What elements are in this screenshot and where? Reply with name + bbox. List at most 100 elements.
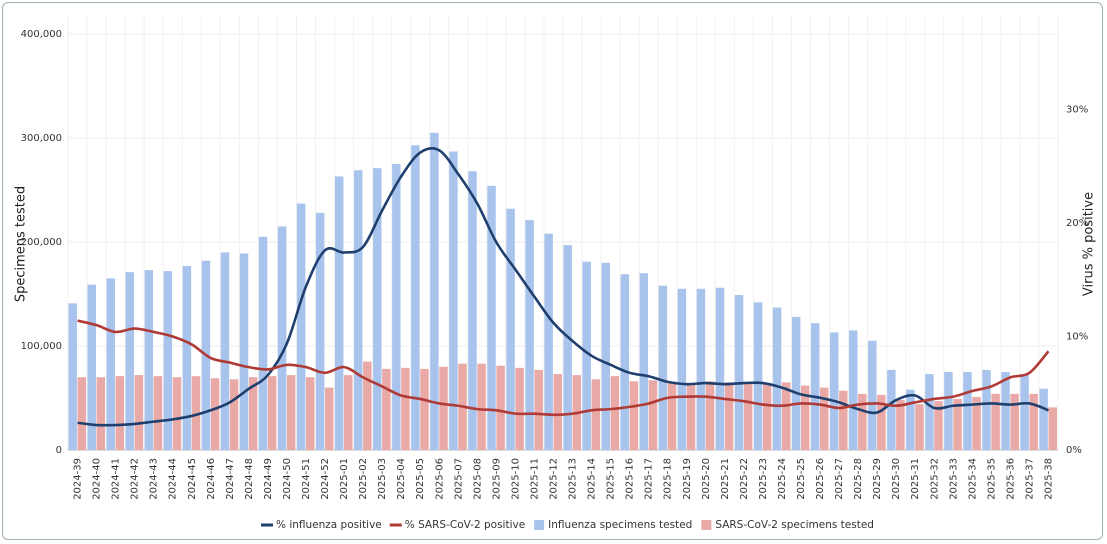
bar xyxy=(363,361,372,450)
bar xyxy=(144,270,154,450)
bar xyxy=(753,302,763,450)
bar xyxy=(963,372,972,450)
bar xyxy=(991,393,1000,450)
x-tick-label: 2025-33 xyxy=(948,458,959,500)
x-tick-label: 2025-02 xyxy=(358,458,369,500)
x-tick-label: 2025-34 xyxy=(967,458,978,500)
bar xyxy=(972,396,981,450)
x-tick-label: 2024-39 xyxy=(73,458,84,500)
bar xyxy=(401,367,410,450)
bar xyxy=(277,226,287,450)
bar xyxy=(534,369,543,450)
legend: % influenza positive % SARS-CoV-2 positiv… xyxy=(261,519,874,531)
bar xyxy=(639,273,649,450)
bar xyxy=(915,404,924,450)
x-tick-label: 2025-38 xyxy=(1043,458,1054,500)
bar xyxy=(344,375,353,450)
bar xyxy=(77,377,86,450)
x-tick-label: 2024-47 xyxy=(225,458,236,500)
bar xyxy=(791,316,801,450)
x-tick-label: 2025-19 xyxy=(682,458,693,500)
bar xyxy=(724,382,734,450)
x-tick-label: 2025-25 xyxy=(796,458,807,500)
y-tick-label: 300,000 xyxy=(21,133,62,144)
x-tick-label: 2024-41 xyxy=(111,458,122,500)
x-tick-label: 2025-37 xyxy=(1024,458,1035,500)
bar xyxy=(582,261,591,450)
bar xyxy=(1001,372,1010,450)
x-tick-label: 2025-26 xyxy=(815,458,826,500)
x-tick-label: 2024-42 xyxy=(130,458,141,500)
bar xyxy=(610,376,620,450)
x-tick-label: 2025-22 xyxy=(739,458,750,500)
bar xyxy=(506,208,515,450)
x-tick-label: 2025-32 xyxy=(929,458,940,500)
bar xyxy=(1020,374,1029,450)
x-tick-label: 2025-04 xyxy=(396,458,407,500)
x-tick-label: 2025-29 xyxy=(872,458,883,500)
bar xyxy=(734,295,744,450)
legend-label: Influenza specimens tested xyxy=(548,519,692,531)
bar xyxy=(544,233,553,450)
bar xyxy=(172,377,182,450)
y-tick-label: 400,000 xyxy=(21,29,62,40)
bar xyxy=(515,367,524,450)
x-tick-label: 2024-51 xyxy=(301,458,312,500)
bar xyxy=(411,145,420,450)
bar xyxy=(153,376,163,450)
bar xyxy=(267,376,277,450)
x-tick-label: 2025-31 xyxy=(910,458,921,500)
bar xyxy=(772,307,782,450)
bar xyxy=(134,375,144,450)
bar xyxy=(496,365,505,450)
bar xyxy=(715,287,725,450)
bar xyxy=(239,253,249,450)
x-tick-label: 2025-27 xyxy=(834,458,845,500)
bar xyxy=(191,376,201,450)
x-tick-label: 2025-09 xyxy=(491,458,502,500)
x-tick-label: 2025-35 xyxy=(986,458,997,500)
y2-tick-label: 20% xyxy=(1066,218,1088,229)
x-tick-label: 2024-45 xyxy=(187,458,198,500)
y-tick-label: 200,000 xyxy=(21,237,62,248)
bar xyxy=(477,363,486,450)
bar xyxy=(696,288,706,450)
bar xyxy=(163,271,173,450)
x-tick-label: 2025-24 xyxy=(777,458,788,500)
x-tick-label: 2025-30 xyxy=(891,458,902,500)
bar xyxy=(982,369,991,450)
x-tick-label: 2024-49 xyxy=(263,458,274,500)
bar xyxy=(420,368,429,450)
bar xyxy=(115,376,125,450)
x-tick-label: 2025-12 xyxy=(548,458,559,500)
bar xyxy=(382,368,391,450)
legend-swatch xyxy=(701,520,712,530)
x-tick-label: 2025-20 xyxy=(701,458,712,500)
legend-label: % SARS-CoV-2 positive xyxy=(405,519,525,531)
y2-tick-label: 0% xyxy=(1066,445,1082,456)
bar xyxy=(849,330,858,450)
bar xyxy=(248,377,258,450)
bar xyxy=(182,265,192,450)
x-tick-label: 2025-07 xyxy=(453,458,464,500)
bar xyxy=(658,285,668,450)
bar xyxy=(392,164,401,450)
legend-label: SARS-CoV-2 specimens tested xyxy=(715,519,874,531)
bar xyxy=(439,366,448,450)
y2-tick-label: 10% xyxy=(1066,331,1088,342)
bar xyxy=(896,400,905,450)
bar xyxy=(553,374,562,450)
line xyxy=(77,147,1049,427)
bar xyxy=(286,375,296,450)
bar xyxy=(1010,393,1019,450)
bar xyxy=(705,381,715,450)
bar xyxy=(953,399,962,450)
bar xyxy=(1029,393,1038,450)
bar xyxy=(325,387,334,450)
bar xyxy=(887,369,896,450)
x-tick-label: 2025-11 xyxy=(529,458,540,500)
bar xyxy=(667,382,677,450)
x-tick-label: 2025-10 xyxy=(510,458,521,500)
bar xyxy=(525,220,534,450)
x-tick-label: 2024-46 xyxy=(206,458,217,500)
